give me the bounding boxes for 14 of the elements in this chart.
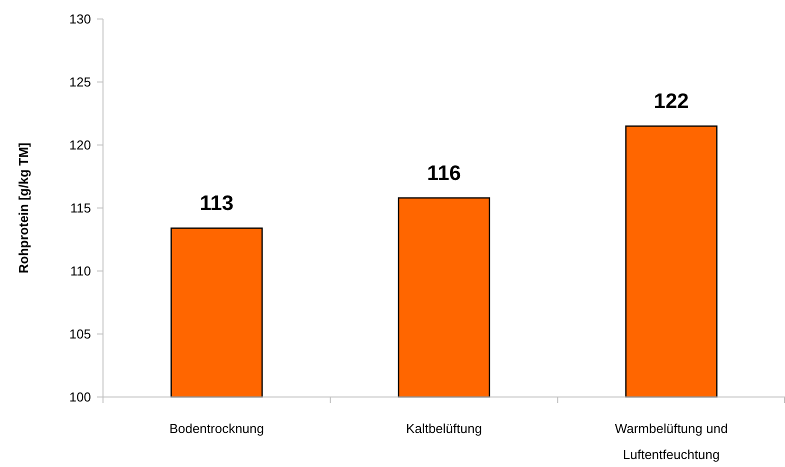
x-tick-label: Kaltbelüftung [406,421,482,436]
y-axis-title: Rohprotein [g/kg TM] [16,142,31,274]
y-tick-label: 125 [69,74,91,90]
y-tick-label: 120 [69,138,91,153]
data-label: 113 [200,192,234,216]
y-tick-label: 115 [70,200,91,216]
x-tick-label: Warmbelüftung und Luftentfeuchtung [614,421,728,462]
data-label: 122 [654,90,689,114]
y-tick-label: 100 [69,390,91,405]
y-tick-label: 105 [69,326,91,342]
y-tick-label: 110 [70,264,91,279]
x-tick-label: Bodentrocknung [169,421,264,436]
y-tick-label: 130 [69,12,91,27]
data-label: 116 [427,162,461,185]
